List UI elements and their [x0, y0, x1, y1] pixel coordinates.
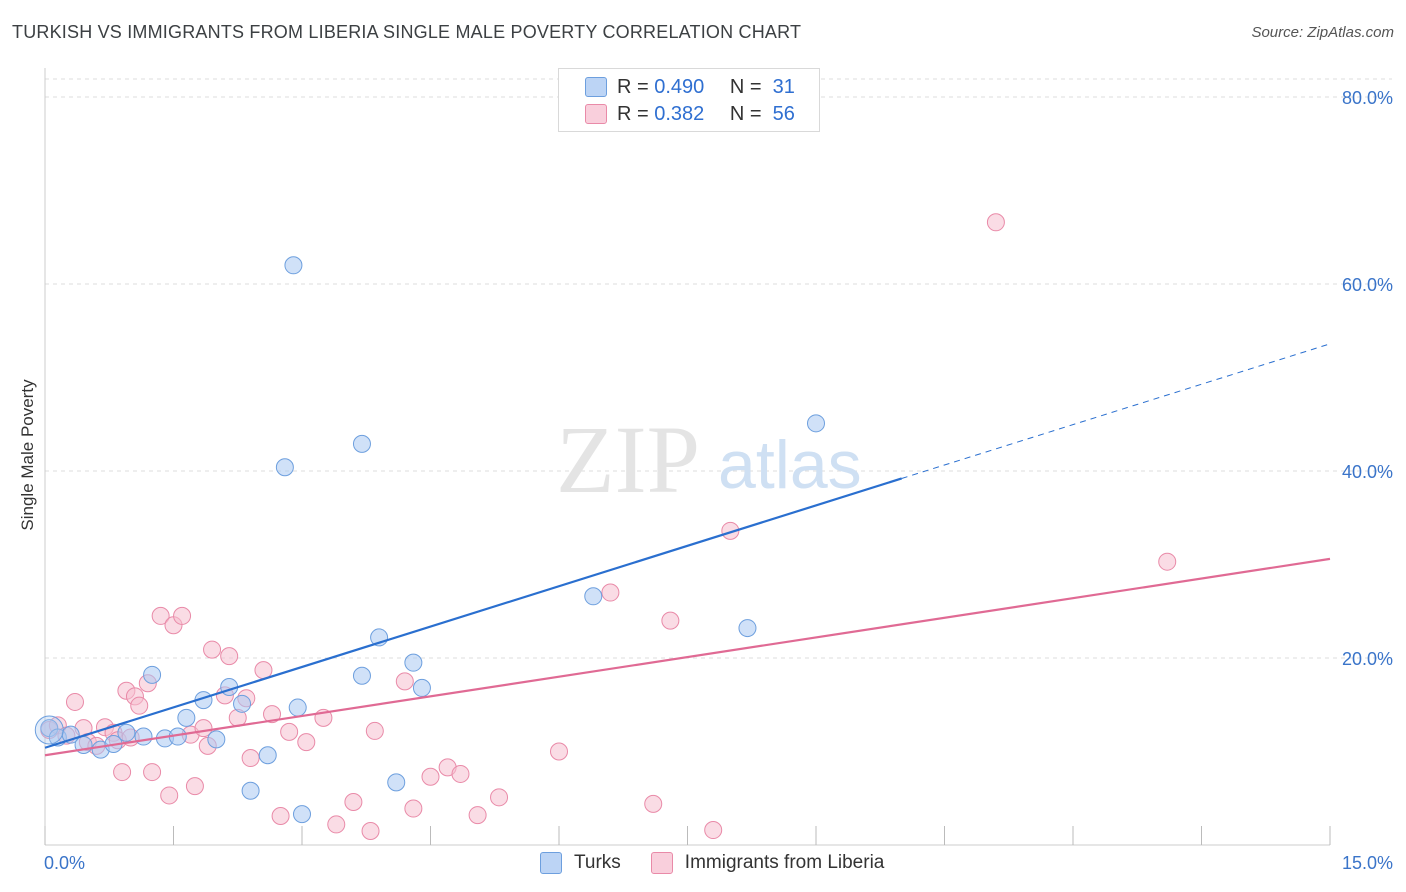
turks-point	[738, 619, 757, 638]
x-tick-label: 0.0%	[44, 853, 85, 873]
liberia-point	[601, 583, 620, 602]
turks-trend-line	[44, 477, 902, 749]
turks-point	[143, 665, 162, 684]
y-tick-label: 40.0%	[1342, 462, 1393, 482]
legend-item-liberia[interactable]: Immigrants from Liberia	[650, 852, 885, 874]
legend-n-value: 56	[772, 102, 795, 125]
liberia-point	[365, 721, 384, 740]
liberia-point	[644, 794, 663, 813]
turks-point	[233, 694, 252, 713]
chart-title: TURKISH VS IMMIGRANTS FROM LIBERIA SINGL…	[12, 22, 802, 42]
y-tick-label: 20.0%	[1342, 649, 1393, 669]
turks-cluster-point	[34, 715, 64, 745]
watermark: ZIP atlas	[556, 406, 862, 513]
turks-point	[288, 698, 307, 717]
correlation-legend: R = 0.490 N = 31 R = 0.382 N = 56	[558, 68, 820, 132]
liberia-point	[344, 792, 363, 811]
liberia-point	[404, 799, 423, 818]
turks-point	[404, 653, 423, 672]
legend-row-liberia: R = 0.382 N = 56	[585, 102, 795, 126]
turks-point	[284, 256, 303, 275]
turks-point	[258, 746, 277, 765]
turks-point	[275, 458, 294, 477]
liberia-point	[361, 821, 380, 840]
liberia-point	[203, 640, 222, 659]
turks-trend-extension	[901, 343, 1331, 479]
liberia-trend-line	[44, 557, 1331, 757]
y-tick-label: 60.0%	[1342, 275, 1393, 295]
liberia-point	[468, 806, 487, 825]
turks-point	[241, 781, 260, 800]
liberia-point	[327, 815, 346, 834]
legend-r-label: R =	[617, 75, 649, 98]
liberia-point	[451, 764, 470, 783]
liberia-point	[704, 821, 723, 840]
liberia-point	[271, 807, 290, 826]
liberia-point	[160, 786, 179, 805]
turks-point	[412, 678, 431, 697]
liberia-point	[1158, 552, 1177, 571]
liberia-point	[113, 763, 132, 782]
legend-r-value: 0.382	[654, 102, 705, 125]
liberia-point	[490, 788, 509, 807]
liberia-swatch	[650, 852, 673, 874]
liberia-point	[721, 521, 740, 540]
source-label: Source: ZipAtlas.com	[1251, 24, 1394, 41]
tick-labels: 20.0% 40.0% 60.0% 80.0% 0.0% 15.0%	[44, 88, 1393, 873]
liberia-point	[661, 611, 680, 630]
liberia-point	[297, 733, 316, 752]
turks-point	[387, 773, 406, 792]
legend-label-liberia: Immigrants from Liberia	[684, 852, 885, 873]
turks-point	[807, 414, 825, 433]
turks-point	[134, 727, 153, 746]
turks-point	[293, 805, 311, 824]
turks-point	[117, 723, 136, 742]
watermark-zip: ZIP	[556, 406, 700, 513]
liberia-point	[151, 606, 170, 625]
y-tick-label: 80.0%	[1342, 88, 1393, 108]
series-legend: Turks Immigrants from Liberia	[540, 852, 914, 874]
liberia-point	[130, 696, 149, 715]
liberia-point	[220, 647, 239, 666]
turks-point	[352, 434, 371, 453]
turks-point	[177, 708, 196, 727]
legend-n-value: 31	[772, 75, 795, 98]
turks-swatch	[585, 77, 607, 97]
liberia-swatch	[585, 104, 607, 124]
gridlines	[45, 78, 1392, 659]
liberia-point	[263, 705, 282, 724]
turks-swatch	[540, 852, 562, 874]
legend-n-label: N =	[729, 102, 762, 125]
turks-point	[352, 666, 371, 685]
liberia-point	[173, 606, 192, 625]
legend-row-turks: R = 0.490 N = 31	[585, 75, 795, 99]
liberia-point	[986, 213, 1005, 232]
legend-r-value: 0.490	[654, 75, 705, 98]
liberia-point	[185, 777, 204, 796]
legend-r-label: R =	[617, 102, 649, 125]
watermark-atlas: atlas	[718, 427, 862, 503]
series-turks	[34, 256, 825, 824]
liberia-point	[395, 672, 414, 691]
liberia-point	[421, 767, 440, 786]
x-tick-label: 15.0%	[1342, 853, 1393, 873]
liberia-point	[65, 692, 84, 711]
series-immigrants-from-liberia	[40, 213, 1177, 840]
trend-lines	[44, 343, 1331, 757]
turks-point	[207, 730, 226, 749]
turks-point	[584, 587, 603, 606]
legend-item-turks[interactable]: Turks	[540, 852, 621, 874]
axes	[44, 68, 1331, 846]
liberia-point	[143, 763, 162, 782]
liberia-point	[550, 742, 568, 761]
legend-n-label: N =	[729, 75, 762, 98]
liberia-point	[280, 722, 299, 741]
legend-label-turks: Turks	[574, 852, 621, 873]
liberia-point	[241, 749, 260, 768]
